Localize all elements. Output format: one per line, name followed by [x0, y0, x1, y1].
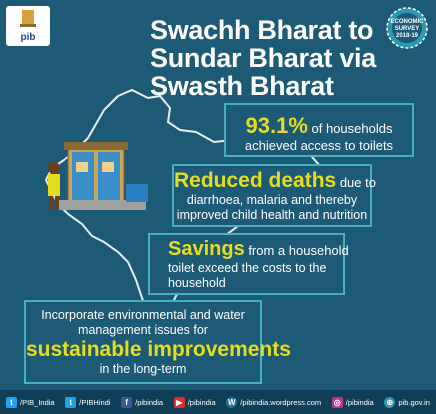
twitter-icon: t [6, 396, 17, 408]
footer-label: /PIBHindi [79, 397, 111, 407]
badge-line-2: SURVEY [394, 26, 420, 32]
deaths-text-3: improved child health and nutrition [176, 208, 368, 222]
youtube-icon: ▶ [173, 396, 185, 408]
savings-text-1: from a household [244, 243, 349, 258]
toilet-illustration [48, 142, 148, 210]
deaths-highlight: Reduced deaths [174, 169, 337, 192]
footer-label: /pibindia [187, 397, 216, 407]
page-title: Swachh Bharat to Sundar Bharat via Swast… [150, 15, 376, 101]
footer-link-facebook[interactable]: f /pibindia [121, 396, 164, 408]
footer-label: /PIB_India [20, 397, 55, 407]
deaths-text-2: diarrhoea, malaria and thereby [186, 193, 358, 207]
sustain-text-2: management issues for [78, 323, 208, 337]
website-icon: ⊕ [384, 396, 396, 408]
savings-highlight: Savings [168, 238, 245, 260]
instagram-icon: ◎ [331, 396, 343, 408]
twitter-icon: t [65, 396, 77, 408]
badge-line-1: ECONOMIC [390, 19, 424, 25]
sustain-text-1: Incorporate environmental and water [41, 308, 245, 322]
footer-label: pib.gov.in [398, 397, 430, 407]
fact-reduced-deaths: Reduced deaths due to diarrhoea, malaria… [172, 164, 376, 227]
toilets-highlight: 93.1% [245, 113, 308, 138]
pib-logo: pib [6, 6, 50, 46]
footer-link-pib-india[interactable]: t /PIB_India [6, 396, 55, 408]
fact-savings: Savings from a household toilet exceed t… [148, 233, 349, 295]
footer-label: /pibindia.wordpress.com [240, 397, 322, 407]
toilets-text-2: achieved access to toilets [244, 138, 394, 153]
fact-sustainable: Incorporate environmental and water mana… [24, 300, 291, 384]
footer-link-website[interactable]: ⊕ pib.gov.in [384, 396, 430, 408]
facebook-icon: f [121, 396, 133, 408]
toilets-text-1: of households [307, 121, 393, 136]
economic-survey-badge: ECONOMIC SURVEY 2018-19 [385, 6, 429, 50]
logo-text: pib [20, 32, 36, 43]
footer-link-instagram[interactable]: ◎ /pibindia [331, 396, 374, 408]
footer-label: /pibindia [135, 397, 164, 407]
gear-badge-icon [386, 7, 428, 49]
deaths-text-1: due to [336, 175, 376, 190]
title-line-1: Swachh Bharat to [150, 15, 374, 45]
footer-link-wordpress[interactable]: W /pibindia.wordpress.com [226, 396, 322, 408]
emblem-icon [20, 10, 36, 27]
savings-text-3: household [168, 276, 226, 290]
india-map-illustration [44, 88, 322, 328]
footer-link-pib-hindi[interactable]: t /PIBHindi [65, 396, 111, 408]
title-line-3: Swasth Bharat [150, 71, 334, 101]
social-footer: t /PIB_India t /PIBHindi f /pibindia ▶ /… [0, 390, 436, 414]
fact-toilets: 93.1% of households achieved access to t… [224, 103, 414, 157]
sustain-text-4: in the long-term [99, 362, 187, 376]
footer-label: /pibindia [345, 397, 374, 407]
title-line-2: Sundar Bharat via [150, 43, 376, 73]
wordpress-icon: W [226, 396, 238, 408]
badge-line-3: 2018-19 [395, 33, 419, 39]
savings-text-2: toilet exceed the costs to the [168, 261, 327, 275]
sustain-highlight: sustainable improvements [26, 338, 291, 361]
footer-link-youtube[interactable]: ▶ /pibindia [173, 396, 216, 408]
